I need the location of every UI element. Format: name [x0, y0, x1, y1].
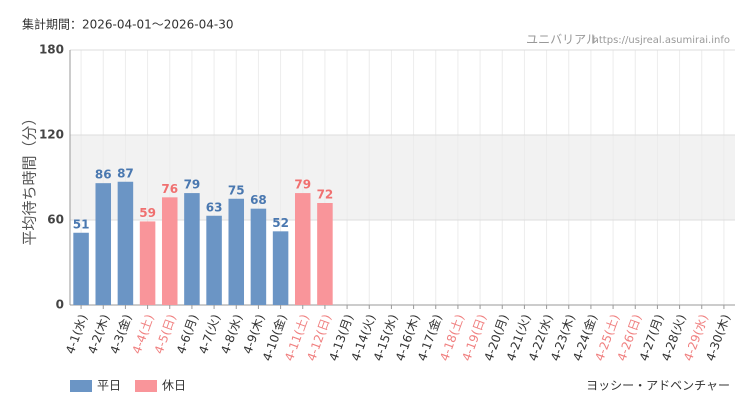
- bar: [73, 232, 89, 305]
- bar: [95, 183, 112, 305]
- value-label: 79: [184, 178, 201, 192]
- y-tick-label: 0: [56, 298, 64, 312]
- bar: [117, 181, 134, 305]
- legend-swatch: [135, 380, 157, 392]
- bar: [294, 193, 311, 305]
- shaded-band: [70, 135, 735, 220]
- legend-label: 休日: [162, 379, 186, 393]
- value-label: 79: [294, 178, 311, 192]
- value-label: 63: [206, 200, 223, 214]
- bar: [206, 215, 222, 305]
- bar: [250, 208, 267, 305]
- site-url: https://usjreal.asumirai.info: [593, 35, 730, 46]
- y-tick-label: 60: [47, 213, 64, 227]
- y-tick-label: 120: [39, 128, 64, 142]
- bar: [228, 198, 245, 305]
- value-label: 76: [161, 182, 178, 196]
- subject: ヨッシー・アドベンチャー: [586, 379, 730, 393]
- value-label: 52: [272, 216, 289, 230]
- value-label: 75: [228, 183, 245, 197]
- value-label: 87: [117, 166, 134, 180]
- legend-swatch: [70, 380, 92, 392]
- y-axis-label: 平均待ち時間（分）: [21, 110, 39, 245]
- site-name: ユニバリアル: [526, 33, 598, 47]
- period: 集計期間：2026-04-01〜2026-04-30: [22, 17, 233, 32]
- value-label: 51: [73, 217, 90, 231]
- bar: [272, 231, 289, 305]
- value-label: 68: [250, 193, 267, 207]
- legend-label: 平日: [97, 379, 121, 393]
- bar: [184, 193, 200, 305]
- value-label: 86: [95, 168, 112, 182]
- value-label: 72: [317, 188, 334, 202]
- y-tick-label: 180: [39, 43, 64, 57]
- bar: [317, 203, 333, 305]
- bar: [139, 221, 156, 305]
- bar: [161, 197, 178, 305]
- value-label: 59: [139, 206, 156, 220]
